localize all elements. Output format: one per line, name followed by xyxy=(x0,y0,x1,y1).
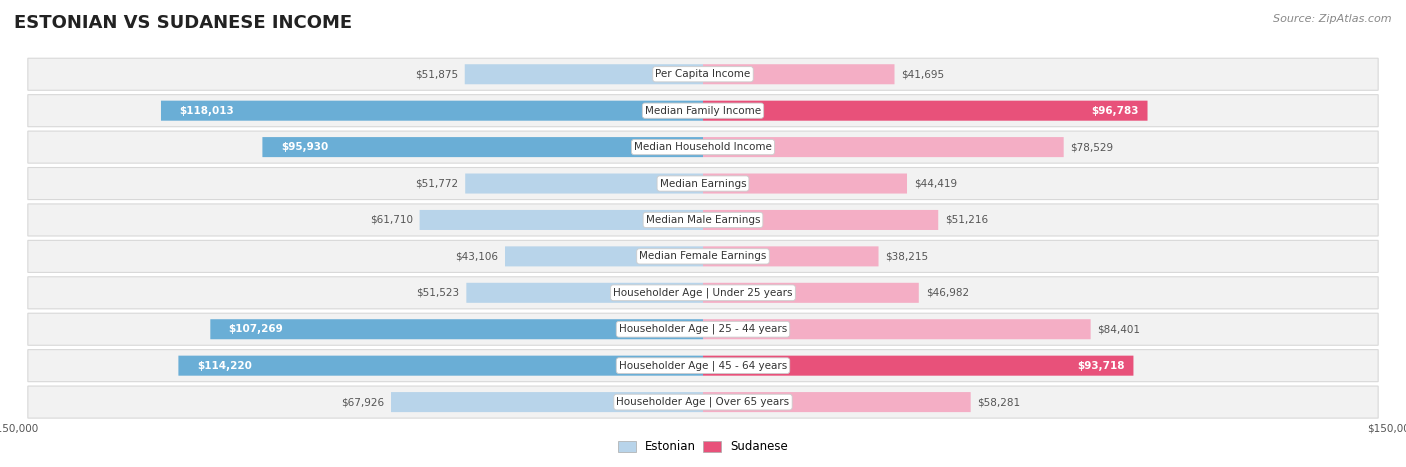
Text: $96,783: $96,783 xyxy=(1091,106,1139,116)
FancyBboxPatch shape xyxy=(703,283,918,303)
Text: Householder Age | Over 65 years: Householder Age | Over 65 years xyxy=(616,397,790,407)
FancyBboxPatch shape xyxy=(28,95,1378,127)
FancyBboxPatch shape xyxy=(179,356,703,375)
Text: $78,529: $78,529 xyxy=(1070,142,1114,152)
FancyBboxPatch shape xyxy=(28,204,1378,236)
Text: $44,419: $44,419 xyxy=(914,178,957,189)
Text: Median Male Earnings: Median Male Earnings xyxy=(645,215,761,225)
FancyBboxPatch shape xyxy=(28,277,1378,309)
FancyBboxPatch shape xyxy=(28,350,1378,382)
Text: $61,710: $61,710 xyxy=(370,215,413,225)
Text: $118,013: $118,013 xyxy=(180,106,233,116)
Text: Median Female Earnings: Median Female Earnings xyxy=(640,251,766,262)
FancyBboxPatch shape xyxy=(28,58,1378,90)
Text: $114,220: $114,220 xyxy=(197,361,252,371)
Text: $51,523: $51,523 xyxy=(416,288,460,298)
Legend: Estonian, Sudanese: Estonian, Sudanese xyxy=(613,436,793,458)
Text: $51,772: $51,772 xyxy=(415,178,458,189)
Text: Median Family Income: Median Family Income xyxy=(645,106,761,116)
Text: Median Earnings: Median Earnings xyxy=(659,178,747,189)
FancyBboxPatch shape xyxy=(465,64,703,84)
FancyBboxPatch shape xyxy=(28,386,1378,418)
Text: Median Household Income: Median Household Income xyxy=(634,142,772,152)
FancyBboxPatch shape xyxy=(28,241,1378,272)
Text: $67,926: $67,926 xyxy=(342,397,384,407)
FancyBboxPatch shape xyxy=(703,247,879,266)
FancyBboxPatch shape xyxy=(28,313,1378,345)
Text: $46,982: $46,982 xyxy=(925,288,969,298)
Text: $84,401: $84,401 xyxy=(1098,324,1140,334)
Text: $51,216: $51,216 xyxy=(945,215,988,225)
FancyBboxPatch shape xyxy=(703,356,1133,375)
Text: $107,269: $107,269 xyxy=(229,324,284,334)
Text: Householder Age | 45 - 64 years: Householder Age | 45 - 64 years xyxy=(619,361,787,371)
FancyBboxPatch shape xyxy=(703,174,907,193)
FancyBboxPatch shape xyxy=(419,210,703,230)
Text: Householder Age | 25 - 44 years: Householder Age | 25 - 44 years xyxy=(619,324,787,334)
Text: $58,281: $58,281 xyxy=(977,397,1021,407)
FancyBboxPatch shape xyxy=(391,392,703,412)
Text: Per Capita Income: Per Capita Income xyxy=(655,69,751,79)
Text: Householder Age | Under 25 years: Householder Age | Under 25 years xyxy=(613,288,793,298)
FancyBboxPatch shape xyxy=(703,319,1091,339)
Text: ESTONIAN VS SUDANESE INCOME: ESTONIAN VS SUDANESE INCOME xyxy=(14,14,352,32)
FancyBboxPatch shape xyxy=(28,131,1378,163)
FancyBboxPatch shape xyxy=(703,137,1064,157)
Text: $41,695: $41,695 xyxy=(901,69,945,79)
FancyBboxPatch shape xyxy=(703,392,970,412)
Text: $43,106: $43,106 xyxy=(456,251,498,262)
Text: $93,718: $93,718 xyxy=(1077,361,1125,371)
FancyBboxPatch shape xyxy=(467,283,703,303)
FancyBboxPatch shape xyxy=(465,174,703,193)
FancyBboxPatch shape xyxy=(703,101,1147,120)
FancyBboxPatch shape xyxy=(703,210,938,230)
FancyBboxPatch shape xyxy=(263,137,703,157)
Text: $51,875: $51,875 xyxy=(415,69,458,79)
FancyBboxPatch shape xyxy=(211,319,703,339)
Text: Source: ZipAtlas.com: Source: ZipAtlas.com xyxy=(1274,14,1392,24)
Text: $38,215: $38,215 xyxy=(886,251,928,262)
Text: $95,930: $95,930 xyxy=(281,142,328,152)
FancyBboxPatch shape xyxy=(505,247,703,266)
FancyBboxPatch shape xyxy=(160,101,703,120)
FancyBboxPatch shape xyxy=(703,64,894,84)
FancyBboxPatch shape xyxy=(28,168,1378,199)
